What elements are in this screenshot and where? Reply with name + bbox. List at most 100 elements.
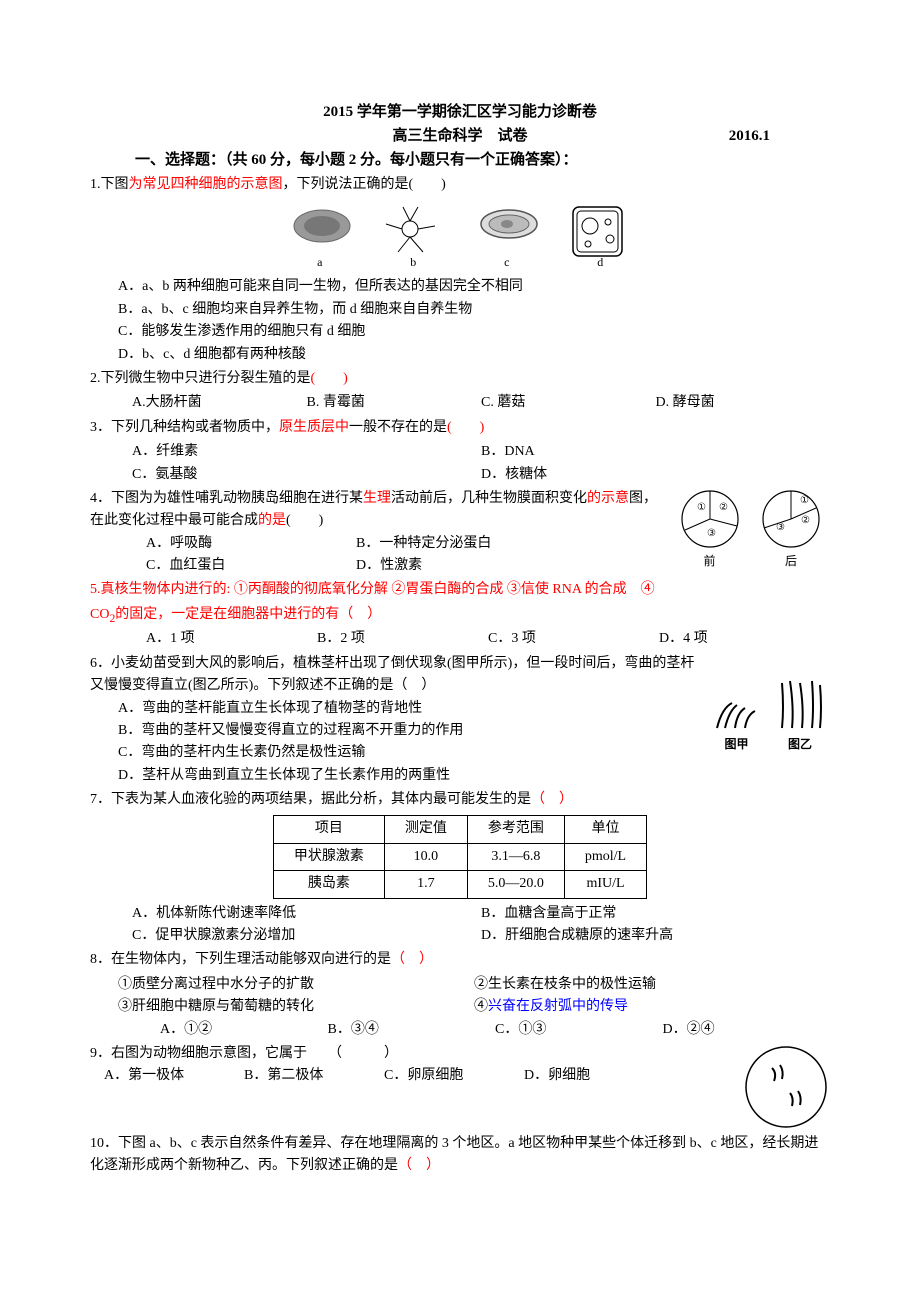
q3-stem-mid: 一般不存在的是 <box>349 420 447 435</box>
exam-date: 2016.1 <box>729 124 770 148</box>
q8-item3: ③肝细胞中糖原与葡萄糖的转化 <box>118 996 474 1018</box>
q4-pie-after: ① ② ③ 后 <box>760 488 822 571</box>
q7-options-row2: C．促甲状腺激素分泌增加 D．肝细胞合成糖原的速率升高 <box>90 925 830 947</box>
q3-options-row2: C．氨基酸 D．核糖体 <box>90 464 830 486</box>
q8-optB: B．③④ <box>328 1019 496 1041</box>
q10-stem-red: （ ） <box>398 1158 440 1173</box>
question-9: 9．右图为动物细胞示意图，它属于 （ ） A．第一极体 B．第二极体 C．卵原细… <box>90 1043 830 1131</box>
exam-title: 2015 学年第一学期徐汇区学习能力诊断卷 <box>90 100 830 124</box>
q7-optC: C．促甲状腺激素分泌增加 <box>132 925 481 947</box>
q4-options-row2: C．血红蛋白 D．性激素 <box>90 555 566 577</box>
q5-line2-prefix: CO <box>90 607 109 622</box>
q7-options-row1: A．机体新陈代谢速率降低 B．血糖含量高于正常 <box>90 903 830 925</box>
q2-optD: D. 酵母菌 <box>656 392 831 414</box>
q4-pie-before: ① ② ③ 前 <box>679 488 741 571</box>
q7-table: 项目 测定值 参考范围 单位 甲状腺激素 10.0 3.1—6.8 pmol/L… <box>273 815 647 898</box>
q4-pie-charts: ① ② ③ 前 ① ② ③ 后 <box>671 488 831 573</box>
q6-optD: D．茎杆从弯曲到直立生长体现了生长素作用的两重性 <box>90 765 830 787</box>
question-7: 7．下表为某人血液化验的两项结果，据此分析，其体内最可能发生的是（ ） <box>90 789 830 811</box>
q2-stem-red: ( ) <box>311 371 348 386</box>
question-4: ① ② ③ 前 ① ② ③ 后 4．下图为为雄性哺乳动物胰岛细胞在进行某生理活动… <box>90 488 830 578</box>
q4-stem-mid: 活动前后，几种生物膜面积变化 <box>391 491 587 506</box>
q1-optD: D．b、c、d 细胞都有两种核酸 <box>90 344 830 366</box>
q8-items-row1: ①质壁分离过程中水分子的扩散 ②生长素在枝条中的极性运输 <box>90 974 830 996</box>
q3-optA: A．纤维素 <box>132 441 481 463</box>
q7-th-2: 参考范围 <box>467 816 564 843</box>
q9-optD: D．卵细胞 <box>524 1065 664 1087</box>
q2-optB: B. 青霉菌 <box>307 392 482 414</box>
q4-stem-paren: ( ) <box>286 513 323 528</box>
cell-d-image: d <box>570 204 630 254</box>
cell-a-label: a <box>317 253 322 272</box>
q2-stem-prefix: 2.下列微生物中只进行分裂生殖的是 <box>90 371 311 386</box>
q6-img-jia: 图甲 <box>707 673 767 743</box>
question-5-line1: 5.真核生物体内进行的: ①丙酮酸的彻底氧化分解 ②胃蛋白酶的合成 ③信使 RN… <box>90 579 830 601</box>
q7-table-row-0: 甲状腺激素 10.0 3.1—6.8 pmol/L <box>273 843 646 870</box>
q7-th-3: 单位 <box>564 816 646 843</box>
q9-cell-image <box>742 1043 830 1131</box>
q7-r0c0: 甲状腺激素 <box>273 843 384 870</box>
q7-r1c0: 胰岛素 <box>273 871 384 898</box>
q8-optC: C．①③ <box>495 1019 663 1041</box>
q7-r1c1: 1.7 <box>384 871 467 898</box>
q7-optB: B．血糖含量高于正常 <box>481 903 830 925</box>
cell-c-image: c <box>477 204 537 254</box>
q4-stem-red2: 的示意 <box>587 491 629 506</box>
q4-optD: D．性激素 <box>356 555 566 577</box>
q7-r0c3: pmol/L <box>564 843 646 870</box>
cell-a-image: a <box>290 204 350 254</box>
q4-pie-after-label: 后 <box>760 552 822 571</box>
q7-th-0: 项目 <box>273 816 384 843</box>
q8-item4: ④兴奋在反射弧中的传导 <box>474 996 830 1018</box>
q1-optA: A．a、b 两种细胞可能来自同一生物，但所表达的基因完全不相同 <box>90 276 830 298</box>
q3-stem-red1: 原生质层中 <box>279 420 349 435</box>
q2-optA: A.大肠杆菌 <box>132 392 307 414</box>
svg-text:①: ① <box>800 495 809 506</box>
question-2: 2.下列微生物中只进行分裂生殖的是( ) <box>90 368 830 390</box>
q1-stem-suffix: ，下列说法正确的是( ) <box>283 177 446 192</box>
q8-stem-prefix: 8．在生物体内，下列生理活动能够双向进行的是 <box>90 952 391 967</box>
q4-optA: A．呼吸酶 <box>146 533 356 555</box>
q4-stem-red3: 的是 <box>258 513 286 528</box>
q1-optC: C．能够发生渗透作用的细胞只有 d 细胞 <box>90 321 830 343</box>
q9-optB: B．第二极体 <box>244 1065 384 1087</box>
q6-img-jia-label: 图甲 <box>707 735 767 754</box>
q1-optB: B．a、b、c 细胞均来自异养生物，而 d 细胞来自自养生物 <box>90 299 830 321</box>
q4-stem-prefix: 4．下图为为雄性哺乳动物胰岛细胞在进行某 <box>90 491 363 506</box>
q4-pie-before-label: 前 <box>679 552 741 571</box>
exam-subtitle: 高三生命科学 试卷 <box>392 128 527 144</box>
q8-item4-blue: 兴奋在反射弧中的传导 <box>488 999 628 1014</box>
q1-cell-images: a b c d <box>90 204 830 254</box>
q10-stem-prefix: 10．下图 a、b、c 表示自然条件有差异、存在地理隔离的 3 个地区。a 地区… <box>90 1136 818 1173</box>
q7-r0c1: 10.0 <box>384 843 467 870</box>
q3-stem-red2: ( ) <box>447 420 484 435</box>
cell-d-label: d <box>597 253 603 272</box>
q8-items-row2: ③肝细胞中糖原与葡萄糖的转化 ④兴奋在反射弧中的传导 <box>90 996 830 1018</box>
q5-options: A．1 项 B．2 项 C．3 项 D．4 项 <box>90 628 830 650</box>
q8-item2: ②生长素在枝条中的极性运输 <box>474 974 830 996</box>
q5-optC: C．3 项 <box>488 628 659 650</box>
exam-subtitle-row: 高三生命科学 试卷 2016.1 <box>90 124 830 148</box>
question-6: 图甲 图乙 6．小麦幼苗受到大风的影响后，植株茎杆出现了倒伏现象(图甲所示)，但… <box>90 653 830 787</box>
svg-text:③: ③ <box>707 528 716 539</box>
q3-optC: C．氨基酸 <box>132 464 481 486</box>
q2-options: A.大肠杆菌 B. 青霉菌 C. 蘑菇 D. 酵母菌 <box>90 392 830 414</box>
q7-th-1: 测定值 <box>384 816 467 843</box>
q8-stem-red: （ ） <box>391 952 433 967</box>
svg-text:①: ① <box>697 502 706 513</box>
q4-stem-red1: 生理 <box>363 491 391 506</box>
q7-r1c3: mIU/L <box>564 871 646 898</box>
section-1-header: 一、选择题：（共 60 分，每小题 2 分。每小题只有一个正确答案）： <box>90 148 830 172</box>
cell-c-label: c <box>504 253 509 272</box>
q7-table-row-1: 胰岛素 1.7 5.0—20.0 mIU/L <box>273 871 646 898</box>
cell-b-label: b <box>410 253 416 272</box>
q1-stem-prefix: 1.下图 <box>90 177 129 192</box>
q5-optA: A．1 项 <box>146 628 317 650</box>
q7-stem-prefix: 7．下表为某人血液化验的两项结果，据此分析，其体内最可能发生的是 <box>90 792 531 807</box>
q5-line2-suffix: 的固定，一定是在细胞器中进行的有（ ） <box>115 607 381 622</box>
q4-options-row1: A．呼吸酶 B．一种特定分泌蛋白 <box>90 533 566 555</box>
question-10: 10．下图 a、b、c 表示自然条件有差异、存在地理隔离的 3 个地区。a 地区… <box>90 1133 830 1178</box>
q4-optB: B．一种特定分泌蛋白 <box>356 533 566 555</box>
q6-img-yi-label: 图乙 <box>770 735 830 754</box>
q3-options-row1: A．纤维素 B．DNA <box>90 441 830 463</box>
